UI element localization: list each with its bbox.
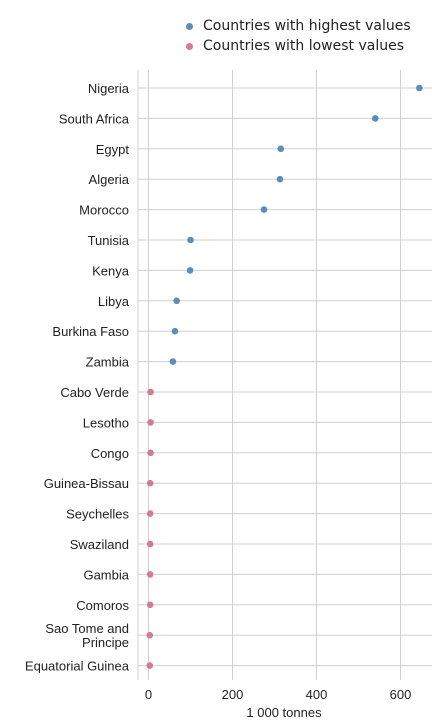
data-point-egypt[interactable] bbox=[277, 145, 285, 153]
data-point-algeria[interactable] bbox=[276, 175, 284, 183]
category-labels: Nigeria South Africa Egypt Algeria Morocco Tu… bbox=[25, 81, 130, 674]
category-label: Congo bbox=[91, 446, 129, 461]
category-label: Morocco bbox=[79, 203, 129, 218]
data-point-gambia[interactable] bbox=[146, 571, 154, 578]
category-label: Tunisia bbox=[88, 233, 130, 248]
x-axis-ticks: 0 200 400 600 bbox=[145, 687, 411, 702]
category-label: Egypt bbox=[96, 142, 130, 157]
x-tick-label: 200 bbox=[222, 687, 244, 702]
data-point-kenya[interactable] bbox=[186, 267, 194, 274]
data-point-morocco[interactable] bbox=[260, 206, 268, 213]
x-axis-title: 1 000 tonnes bbox=[246, 705, 322, 720]
data-point-guinea-bissau[interactable] bbox=[146, 479, 154, 487]
category-label: Burkina Faso bbox=[52, 324, 129, 339]
data-point-comoros[interactable] bbox=[146, 601, 154, 609]
category-label: Algeria bbox=[89, 172, 130, 187]
data-point-seychelles[interactable] bbox=[146, 510, 154, 517]
category-label: Cabo Verde bbox=[60, 385, 129, 400]
x-tick-label: 400 bbox=[306, 687, 328, 702]
grid-lines bbox=[137, 70, 432, 680]
data-point-south-africa[interactable] bbox=[372, 115, 379, 122]
data-point-nigeria[interactable] bbox=[416, 84, 423, 92]
data-point-libya[interactable] bbox=[173, 297, 180, 305]
legend-item-high[interactable]: Countries with highest values bbox=[186, 16, 411, 36]
data-point-cabo-verde[interactable] bbox=[147, 388, 154, 396]
category-label: Lesotho bbox=[83, 415, 129, 430]
category-label: Guinea-Bissau bbox=[44, 476, 129, 491]
category-label: Seychelles bbox=[66, 507, 129, 522]
category-label: Gambia bbox=[83, 567, 129, 582]
data-point-tunisia[interactable] bbox=[187, 236, 194, 244]
legend-marker-low bbox=[186, 42, 193, 50]
data-point-swaziland[interactable] bbox=[146, 540, 154, 548]
data-point-sao-tome-and-principe[interactable] bbox=[146, 631, 154, 639]
category-label: Libya bbox=[98, 294, 130, 309]
category-label: Nigeria bbox=[88, 81, 130, 96]
data-point-congo[interactable] bbox=[147, 449, 154, 457]
legend-marker-high bbox=[186, 22, 193, 30]
x-tick-label: 0 bbox=[145, 687, 152, 702]
legend: Countries with highest values Countries … bbox=[186, 16, 411, 56]
data-point-zambia[interactable] bbox=[169, 358, 177, 365]
data-point-lesotho[interactable] bbox=[147, 419, 154, 426]
category-label: Kenya bbox=[92, 263, 130, 278]
legend-label-high: Countries with highest values bbox=[203, 18, 411, 34]
data-point-equatorial-guinea[interactable] bbox=[146, 662, 154, 669]
data-points bbox=[146, 84, 423, 669]
category-label: Zambia bbox=[86, 355, 130, 370]
legend-label-low: Countries with lowest values bbox=[203, 38, 405, 54]
category-label: Sao Tome and Principe bbox=[45, 621, 129, 650]
category-label: Equatorial Guinea bbox=[25, 659, 130, 674]
x-tick-label: 600 bbox=[390, 687, 412, 702]
category-label: Swaziland bbox=[70, 537, 129, 552]
category-label: Comoros bbox=[76, 598, 129, 613]
category-label: South Africa bbox=[59, 111, 130, 126]
data-point-burkina-faso[interactable] bbox=[171, 327, 179, 335]
legend-item-low[interactable]: Countries with lowest values bbox=[186, 36, 411, 56]
